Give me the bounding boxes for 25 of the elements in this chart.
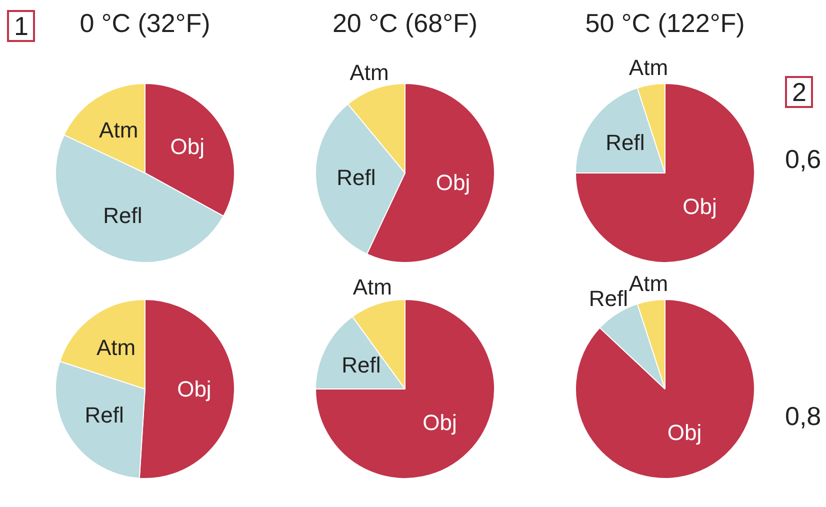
chart-title: 0 °C (32°F) bbox=[80, 8, 210, 38]
slice-label: Refl bbox=[588, 286, 628, 311]
slice-label: Atm bbox=[350, 60, 389, 85]
slice-label: Atm bbox=[628, 54, 668, 80]
slice-label: Obj bbox=[682, 194, 717, 219]
slice-label: Refl bbox=[84, 402, 124, 428]
slice-label: Atm bbox=[352, 274, 392, 300]
slice-label: Obj bbox=[422, 410, 457, 435]
slice-label: Refl bbox=[342, 352, 381, 378]
slice-label: Obj bbox=[177, 376, 212, 402]
slice-label: Refl bbox=[336, 165, 376, 190]
slice-label: Atm bbox=[99, 118, 138, 142]
slice-label: Obj bbox=[436, 170, 470, 195]
slice-label: Obj bbox=[170, 134, 204, 160]
text: 0,8 bbox=[785, 401, 822, 431]
text: 0,6 bbox=[785, 144, 822, 174]
text: 2 bbox=[785, 76, 814, 108]
slice-label: Obj bbox=[667, 420, 702, 446]
slice-label: Atm bbox=[96, 335, 136, 360]
slice-label: Refl bbox=[103, 202, 142, 228]
slice-label: Atm bbox=[628, 270, 668, 296]
chart-title: 50 °C (122°F) bbox=[584, 8, 746, 39]
chart-title: 20 °C (68°F) bbox=[331, 8, 479, 39]
slice-label: Refl bbox=[606, 130, 645, 156]
text: 1 bbox=[7, 10, 36, 42]
